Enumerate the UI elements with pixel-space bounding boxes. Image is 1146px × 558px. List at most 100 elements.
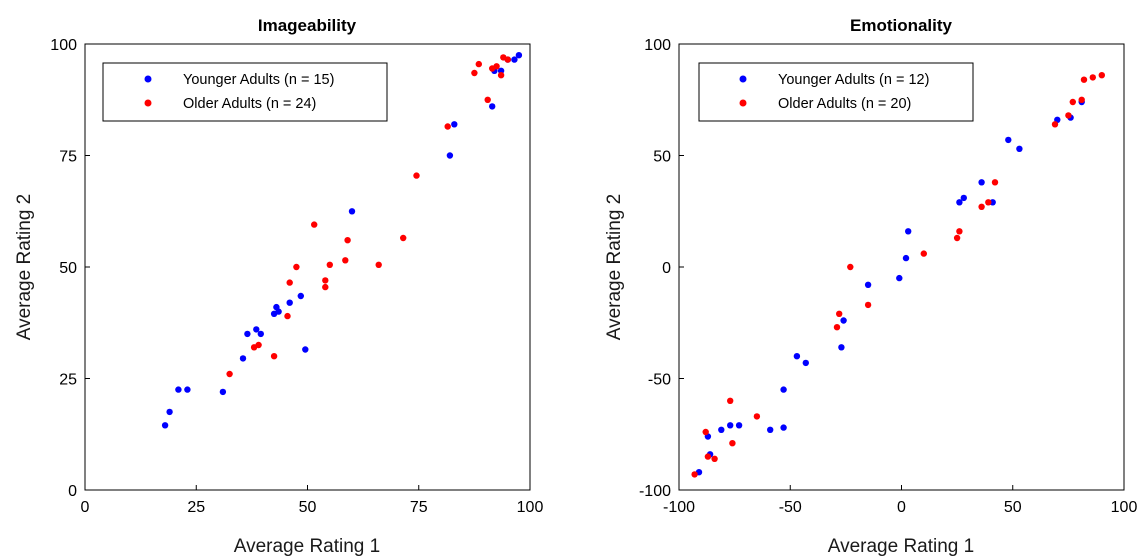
y-tick-label: 25 xyxy=(59,372,77,389)
older-adult-point xyxy=(1051,121,1059,128)
younger-adult-point xyxy=(511,56,518,63)
older-adult-point xyxy=(270,353,278,360)
x-tick-label: 100 xyxy=(1111,499,1138,516)
older-adult-point xyxy=(471,69,478,77)
younger-adult-point xyxy=(780,424,787,431)
y-axis-label: Average Rating 2 xyxy=(604,194,625,340)
older-adult-point xyxy=(493,63,500,70)
older-adult-point xyxy=(985,199,992,206)
legend-marker-younger xyxy=(739,75,747,83)
younger-adult-point xyxy=(497,67,505,75)
younger-adult-point xyxy=(767,426,774,433)
older-adult-point xyxy=(375,261,382,268)
legend-marker-older xyxy=(739,99,747,107)
younger-adult-point xyxy=(302,346,309,353)
y-tick-label: 0 xyxy=(68,483,77,500)
older-adult-point xyxy=(226,370,233,378)
younger-adult-point xyxy=(166,408,173,416)
older-adult-point xyxy=(286,279,293,286)
older-adult-point xyxy=(475,60,482,68)
younger-adult-point xyxy=(219,388,227,396)
legend: Younger Adults (n = 12) Older Adults (n … xyxy=(698,62,974,122)
younger-adult-point xyxy=(253,326,260,333)
x-tick-label: 50 xyxy=(299,499,317,516)
younger-adult-point xyxy=(735,422,743,429)
younger-adult-point xyxy=(275,308,282,315)
older-adult-point xyxy=(920,250,927,257)
y-tick-label: 100 xyxy=(50,37,77,54)
y-tick-label: -50 xyxy=(648,372,671,389)
younger-adult-point xyxy=(175,386,182,393)
younger-adult-point xyxy=(960,194,967,202)
younger-adult-point xyxy=(239,355,247,362)
legend-box xyxy=(698,62,974,122)
x-tick-label: 50 xyxy=(1004,499,1022,516)
younger-adult-point xyxy=(718,426,725,433)
chart-title: Emotionality xyxy=(850,16,953,35)
legend-label-older: Older Adults (n = 20) xyxy=(778,96,911,112)
younger-adult-point xyxy=(905,228,912,235)
younger-adult-point xyxy=(838,344,845,351)
older-adult-point xyxy=(704,453,712,460)
younger-adult-point xyxy=(184,386,191,393)
older-adult-point xyxy=(1080,76,1088,83)
older-adult-point xyxy=(342,257,349,264)
older-adult-point xyxy=(727,397,734,404)
older-adult-point xyxy=(691,471,698,478)
younger-adult-point xyxy=(864,281,872,288)
older-adult-point xyxy=(504,56,511,63)
data-points xyxy=(691,72,1106,478)
younger-adult-point xyxy=(297,292,304,300)
older-adult-point xyxy=(953,234,961,242)
x-tick-label: 100 xyxy=(517,499,544,516)
younger-adult-point xyxy=(446,152,454,159)
y-axis-label: Average Rating 2 xyxy=(14,194,35,340)
younger-adult-point xyxy=(780,386,787,393)
older-adult-point xyxy=(711,455,718,462)
younger-adult-point xyxy=(793,353,801,360)
legend-label-younger: Younger Adults (n = 15) xyxy=(183,72,334,88)
older-adult-point xyxy=(753,413,761,420)
older-adult-point xyxy=(344,237,351,244)
older-adult-point xyxy=(444,123,451,130)
younger-adult-point xyxy=(257,330,264,338)
x-axis-label: Average Rating 1 xyxy=(828,536,974,557)
older-adult-point xyxy=(978,203,985,210)
younger-adult-point xyxy=(515,52,523,59)
x-axis-label: Average Rating 1 xyxy=(234,536,380,557)
older-adult-point xyxy=(322,277,329,284)
older-adult-point xyxy=(497,72,505,79)
axis-ticks: -100 -50 0 50 100 -100 -50 0 50 100 xyxy=(639,37,1137,516)
younger-adult-point xyxy=(286,299,293,306)
older-adult-point xyxy=(833,324,841,331)
x-tick-label: -100 xyxy=(663,499,695,516)
legend-label-older: Older Adults (n = 24) xyxy=(183,96,316,112)
x-tick-label: 0 xyxy=(81,499,90,516)
older-adult-point xyxy=(991,179,999,186)
older-adult-point xyxy=(1078,96,1085,104)
younger-adult-point xyxy=(896,274,903,282)
y-tick-label: 75 xyxy=(59,149,77,166)
emotionality-panel: Emotionality -100 -50 0 50 100-100-50050100 … xyxy=(604,16,1137,557)
older-adult-point xyxy=(729,440,736,447)
younger-adult-point xyxy=(348,208,356,215)
y-tick-label: -100 xyxy=(639,483,671,500)
y-tick-label: 100 xyxy=(644,37,671,54)
older-adult-point xyxy=(400,234,407,242)
older-adult-point xyxy=(326,261,333,268)
x-tick-label: 25 xyxy=(187,499,205,516)
older-adult-point xyxy=(1065,112,1072,119)
x-tick-label: -50 xyxy=(779,499,802,516)
younger-adult-point xyxy=(727,422,734,429)
younger-adult-point xyxy=(1016,145,1023,152)
legend-box xyxy=(102,62,388,122)
x-tick-label: 75 xyxy=(410,499,428,516)
legend-marker-older xyxy=(144,99,152,107)
imageability-panel: Imageability 0 25 50 75 100 0 25 50 75 100 Averag… xyxy=(14,16,543,557)
older-adult-point xyxy=(864,301,872,309)
younger-adult-point xyxy=(902,254,910,262)
older-adult-point xyxy=(847,263,854,271)
chart-title: Imageability xyxy=(258,16,357,35)
younger-adult-point xyxy=(1005,136,1012,144)
y-tick-label: 0 xyxy=(662,260,671,277)
